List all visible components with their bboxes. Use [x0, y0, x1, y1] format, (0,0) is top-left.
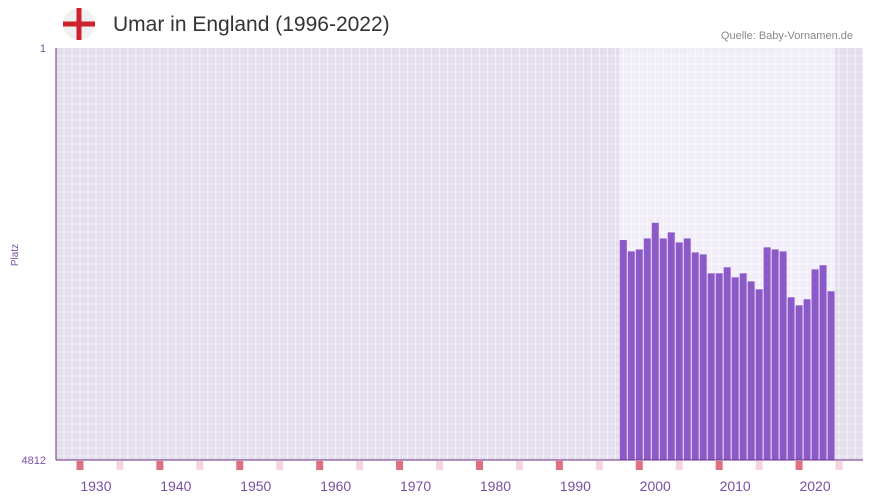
year-marker-1988	[555, 461, 563, 470]
bar-2003	[675, 242, 683, 460]
bar-2004	[683, 238, 691, 460]
x-tick-label: 2010	[720, 478, 751, 494]
bar-2010	[731, 277, 739, 460]
england-flag-icon	[63, 8, 95, 40]
year-marker-1928	[76, 461, 84, 470]
x-tick-label: 2000	[640, 478, 671, 494]
bar-2005	[691, 252, 699, 460]
year-marker-1983	[515, 461, 523, 470]
year-marker-2008	[715, 461, 723, 470]
source-credit: Quelle: Baby-Vornamen.de	[720, 30, 853, 42]
bar-2021	[819, 265, 827, 460]
bar-2018	[795, 305, 803, 460]
year-marker-1978	[475, 461, 483, 470]
x-tick-label: 1930	[80, 478, 111, 494]
bar-2016	[779, 251, 787, 460]
bar-2013	[755, 289, 763, 460]
bar-2001	[659, 238, 667, 460]
bar-2022	[827, 291, 835, 460]
year-marker-1973	[436, 461, 444, 470]
x-tick-label: 1970	[400, 478, 431, 494]
x-tick-label: 1950	[240, 478, 271, 494]
year-marker-1933	[116, 461, 124, 470]
year-marker-1998	[635, 461, 643, 470]
year-marker-2003	[675, 461, 683, 470]
x-tick-label: 2020	[799, 478, 830, 494]
year-marker-1968	[396, 461, 404, 470]
bar-2002	[667, 232, 675, 460]
bar-1999	[643, 238, 651, 460]
chart-title: Umar in England (1996-2022)	[113, 13, 390, 36]
bar-2019	[803, 299, 811, 460]
year-marker-1938	[156, 461, 164, 470]
bar-2009	[723, 267, 731, 460]
bar-2014	[763, 247, 771, 460]
y-tick-label: 1	[40, 43, 46, 55]
y-tick-label: 4812	[22, 455, 46, 467]
bar-1997	[627, 251, 635, 460]
y-axis-label: Platz	[10, 244, 21, 266]
bar-1998	[635, 249, 643, 460]
bar-1996	[619, 239, 627, 460]
x-tick-label: 1990	[560, 478, 591, 494]
year-marker-1943	[196, 461, 204, 470]
bar-2000	[651, 222, 659, 460]
bar-2020	[811, 269, 819, 460]
bar-2007	[707, 273, 715, 460]
bar-2015	[771, 249, 779, 460]
bar-2012	[747, 281, 755, 460]
bar-2006	[699, 254, 707, 460]
year-marker-2023	[835, 461, 843, 470]
x-tick-label: 1980	[480, 478, 511, 494]
year-marker-1993	[595, 461, 603, 470]
year-marker-1948	[236, 461, 244, 470]
x-tick-label: 1960	[320, 478, 351, 494]
year-marker-2013	[755, 461, 763, 470]
year-marker-2018	[795, 461, 803, 470]
bar-2008	[715, 273, 723, 460]
bar-2017	[787, 297, 795, 460]
x-tick-label: 1940	[160, 478, 191, 494]
year-marker-1963	[356, 461, 364, 470]
year-marker-1958	[316, 461, 324, 470]
year-marker-1953	[276, 461, 284, 470]
bar-2011	[739, 273, 747, 460]
